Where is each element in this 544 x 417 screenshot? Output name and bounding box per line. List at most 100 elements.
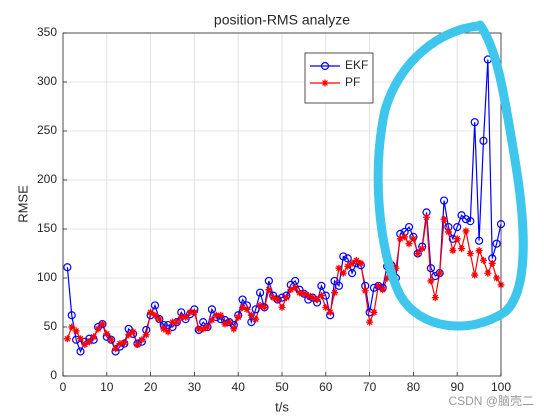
circle-marker xyxy=(439,196,449,205)
star-marker xyxy=(326,308,334,316)
star-marker xyxy=(225,318,233,326)
star-marker xyxy=(204,323,212,331)
x-tick-label: 100 xyxy=(491,380,511,394)
star-marker xyxy=(90,333,98,341)
star-marker xyxy=(401,233,409,241)
y-tick-label: 50 xyxy=(44,319,58,333)
star-marker xyxy=(423,213,431,221)
star-marker xyxy=(208,316,216,324)
star-marker xyxy=(234,313,242,321)
x-tick-label: 0 xyxy=(60,380,67,394)
star-marker xyxy=(479,256,487,264)
star-marker xyxy=(493,274,501,282)
circle-marker xyxy=(207,305,217,314)
star-marker xyxy=(431,294,439,302)
star-marker xyxy=(247,311,255,319)
circle-marker xyxy=(317,281,326,290)
star-marker xyxy=(458,245,466,253)
star-marker xyxy=(300,290,308,298)
star-marker xyxy=(321,79,329,87)
star-marker xyxy=(339,269,347,277)
star-marker xyxy=(291,284,299,292)
star-marker xyxy=(72,327,80,335)
star-marker xyxy=(379,286,387,294)
star-marker xyxy=(63,335,71,343)
star-marker xyxy=(383,274,391,282)
x-tick-label: 20 xyxy=(144,380,158,394)
star-marker xyxy=(77,335,85,343)
grid xyxy=(62,32,502,377)
circle-marker xyxy=(461,215,471,224)
star-marker xyxy=(155,315,163,323)
star-marker xyxy=(164,328,172,336)
star-marker xyxy=(112,345,120,353)
star-marker xyxy=(98,320,106,328)
star-marker xyxy=(125,331,133,339)
star-marker xyxy=(449,247,457,255)
star-marker xyxy=(317,292,325,300)
legend-label: PF xyxy=(345,75,360,89)
circle-marker xyxy=(256,288,265,297)
star-marker xyxy=(252,315,260,323)
star-marker xyxy=(160,325,168,333)
circle-marker xyxy=(426,264,436,273)
star-marker xyxy=(173,318,181,326)
star-marker xyxy=(488,259,496,267)
star-marker xyxy=(313,296,321,304)
star-marker xyxy=(186,308,194,316)
star-marker xyxy=(177,313,185,321)
star-marker xyxy=(190,308,198,316)
star-marker xyxy=(103,330,111,338)
circle-marker xyxy=(475,236,484,245)
star-marker xyxy=(230,325,238,333)
y-tick-label: 300 xyxy=(37,74,57,88)
y-tick-label: 250 xyxy=(37,123,57,137)
star-marker xyxy=(256,301,264,309)
star-marker xyxy=(116,340,124,348)
star-marker xyxy=(335,264,343,272)
circle-marker xyxy=(479,136,488,145)
y-tick-label: 100 xyxy=(37,270,57,284)
star-marker xyxy=(81,341,89,349)
circle-marker xyxy=(334,281,344,290)
circle-marker xyxy=(470,118,479,127)
x-tick-label: 10 xyxy=(100,380,114,394)
chart-title: position-RMS analyze xyxy=(214,12,350,28)
star-marker xyxy=(471,271,479,279)
star-marker xyxy=(287,286,295,294)
circle-marker xyxy=(466,217,475,226)
star-marker xyxy=(221,320,229,328)
star-marker xyxy=(274,296,282,304)
star-marker xyxy=(85,338,93,346)
circle-marker xyxy=(404,222,414,232)
star-marker xyxy=(366,318,374,326)
star-marker xyxy=(361,287,369,295)
circle-marker xyxy=(238,295,247,304)
star-marker xyxy=(243,305,251,313)
star-marker xyxy=(195,325,203,333)
circle-marker xyxy=(347,269,357,278)
legend-box xyxy=(304,52,374,104)
star-marker xyxy=(392,264,400,272)
star-marker xyxy=(260,303,268,311)
star-marker xyxy=(309,294,317,302)
star-marker xyxy=(94,325,102,333)
star-marker xyxy=(265,286,273,294)
star-marker xyxy=(370,308,378,316)
star-marker xyxy=(444,228,452,236)
star-marker xyxy=(466,250,474,257)
x-tick-label: 70 xyxy=(363,380,377,394)
x-tick-label: 90 xyxy=(451,380,465,394)
star-marker xyxy=(453,235,461,243)
circle-marker xyxy=(264,276,273,286)
hand-drawn-highlight xyxy=(373,20,528,331)
star-marker xyxy=(475,247,483,255)
star-marker xyxy=(344,262,352,270)
star-marker xyxy=(142,331,150,339)
star-marker xyxy=(138,336,146,344)
circle-marker xyxy=(343,254,352,263)
x-axis-label: t/s xyxy=(275,399,289,414)
star-marker xyxy=(120,339,128,347)
star-marker xyxy=(405,240,413,248)
